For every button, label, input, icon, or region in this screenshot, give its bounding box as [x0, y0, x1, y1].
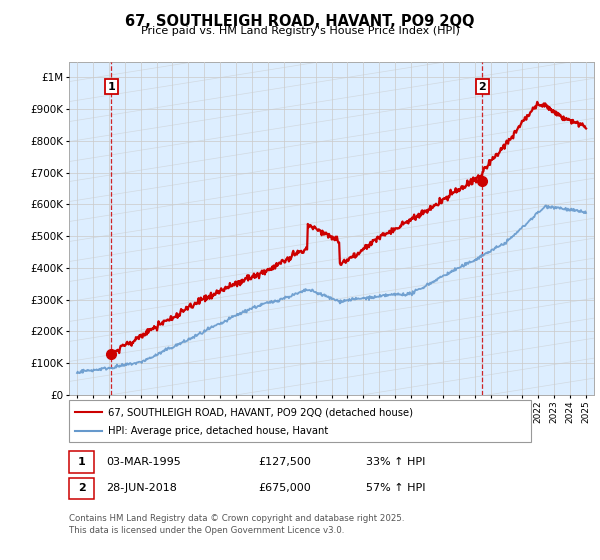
Text: 28-JUN-2018: 28-JUN-2018	[106, 483, 177, 493]
Text: 1: 1	[107, 82, 115, 92]
Text: 03-MAR-1995: 03-MAR-1995	[106, 457, 181, 467]
Text: £127,500: £127,500	[258, 457, 311, 467]
Text: Contains HM Land Registry data © Crown copyright and database right 2025.
This d: Contains HM Land Registry data © Crown c…	[69, 514, 404, 535]
Text: £675,000: £675,000	[258, 483, 311, 493]
Text: 1: 1	[78, 457, 85, 467]
Text: 33% ↑ HPI: 33% ↑ HPI	[366, 457, 425, 467]
Text: HPI: Average price, detached house, Havant: HPI: Average price, detached house, Hava…	[108, 426, 328, 436]
Text: Price paid vs. HM Land Registry's House Price Index (HPI): Price paid vs. HM Land Registry's House …	[140, 26, 460, 36]
Text: 2: 2	[78, 483, 85, 493]
Text: 57% ↑ HPI: 57% ↑ HPI	[366, 483, 425, 493]
Text: 2: 2	[479, 82, 487, 92]
Text: 67, SOUTHLEIGH ROAD, HAVANT, PO9 2QQ: 67, SOUTHLEIGH ROAD, HAVANT, PO9 2QQ	[125, 14, 475, 29]
Text: 67, SOUTHLEIGH ROAD, HAVANT, PO9 2QQ (detached house): 67, SOUTHLEIGH ROAD, HAVANT, PO9 2QQ (de…	[108, 407, 413, 417]
